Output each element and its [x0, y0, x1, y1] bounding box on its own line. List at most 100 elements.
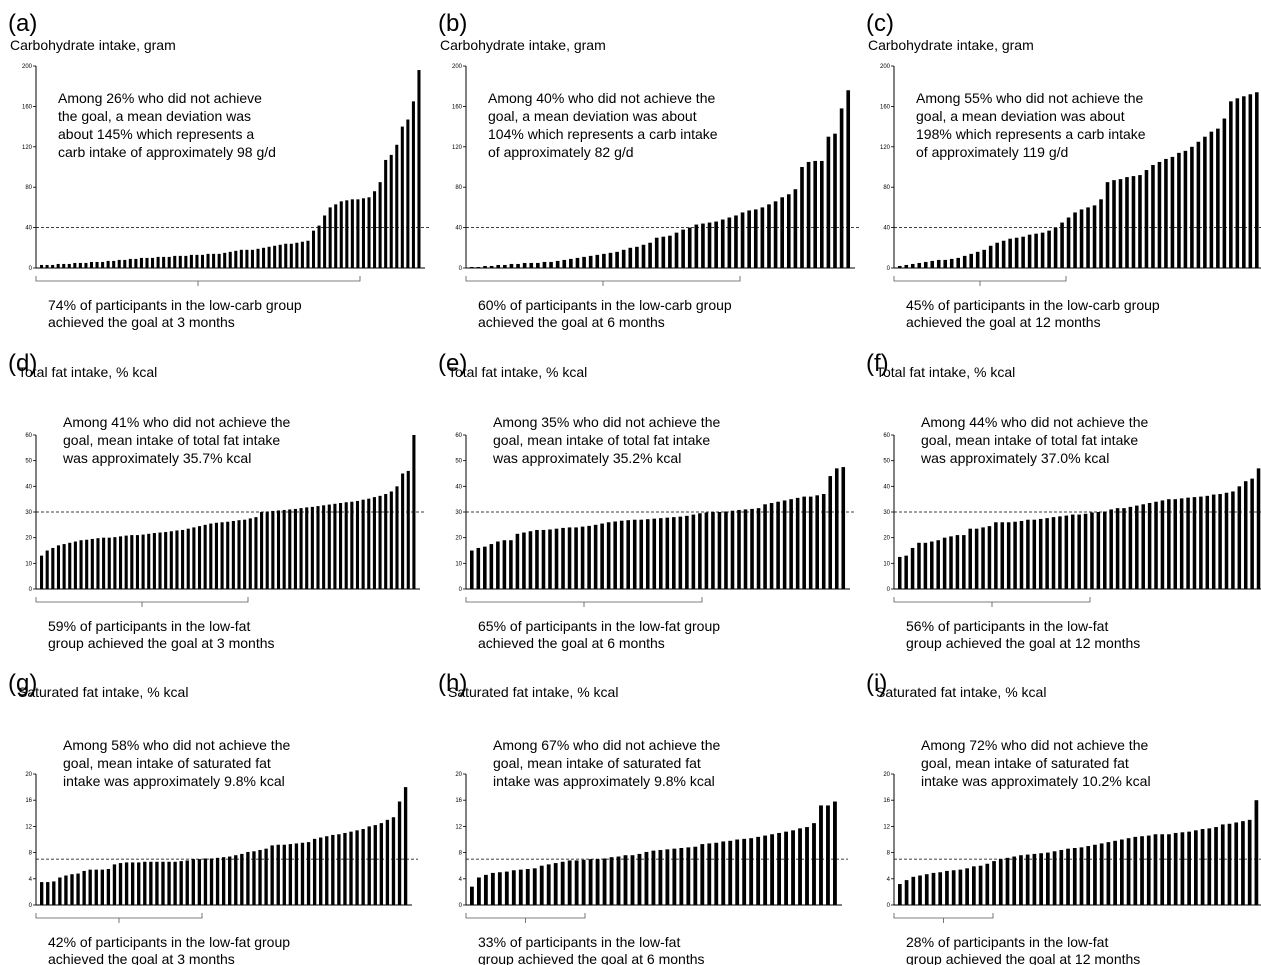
bar — [1190, 146, 1194, 268]
bar — [910, 263, 915, 268]
bar — [1192, 497, 1197, 589]
bar — [260, 512, 264, 589]
bar — [1229, 101, 1233, 268]
bar — [694, 224, 699, 268]
bar — [82, 870, 86, 905]
bar — [749, 838, 754, 905]
annotation-line: goal, a mean deviation was about — [916, 108, 1125, 124]
bar — [141, 534, 145, 589]
bar — [841, 467, 846, 589]
bar — [802, 496, 806, 589]
bar — [911, 876, 916, 905]
y-tick-label: 160 — [22, 104, 33, 110]
bar — [1180, 832, 1185, 905]
panel-letter: (a) — [8, 10, 37, 37]
panel-title: Total fat intake, % kcal — [18, 364, 157, 380]
bar — [509, 263, 514, 268]
y-tick-label: 8 — [29, 851, 33, 857]
bar — [812, 823, 816, 906]
annotation-line: carb intake of approximately 98 g/d — [58, 144, 276, 160]
bar — [310, 506, 314, 589]
bar — [384, 494, 388, 589]
bar — [582, 256, 586, 268]
bar — [58, 877, 62, 905]
y-tick-label: 60 — [883, 433, 890, 439]
bar — [282, 509, 286, 589]
bar — [742, 838, 747, 905]
bar — [215, 857, 220, 905]
y-tick-label: 80 — [25, 185, 32, 191]
bar — [417, 70, 421, 268]
bar — [1254, 800, 1259, 905]
footnote-line: 74% of participants in the low-carb grou… — [48, 297, 302, 313]
bar — [619, 520, 624, 589]
bar — [1224, 492, 1229, 589]
bar — [1013, 521, 1017, 589]
bar — [1256, 468, 1261, 589]
bar — [62, 544, 66, 589]
achiever-bracket — [35, 597, 249, 607]
bar — [161, 861, 165, 905]
bar — [654, 237, 659, 268]
bar — [1092, 205, 1097, 268]
bar — [528, 531, 533, 589]
bar — [763, 835, 768, 905]
bar — [483, 546, 487, 589]
bar — [1194, 830, 1198, 905]
bar — [1053, 227, 1058, 268]
bar — [938, 872, 943, 905]
bar — [1138, 175, 1142, 268]
bar — [904, 555, 908, 589]
bar — [234, 855, 238, 905]
bar — [780, 197, 784, 268]
bar — [186, 528, 190, 589]
annotation-line: Among 41% who did not achieve the — [63, 414, 290, 430]
bar — [665, 849, 670, 905]
bar — [686, 847, 691, 905]
bar — [1160, 500, 1165, 589]
bar — [659, 518, 663, 589]
bar — [561, 527, 565, 589]
bar — [1205, 495, 1210, 589]
bar — [361, 499, 365, 589]
bar — [106, 868, 111, 905]
bar — [73, 541, 77, 589]
bar — [917, 262, 922, 268]
panel-g: (g)Saturated fat intake, % kcal 0 4 8 12 16 20… — [8, 670, 418, 965]
bar — [294, 843, 299, 905]
bar — [1231, 491, 1235, 589]
bar — [312, 838, 317, 905]
bar — [1083, 513, 1088, 589]
bar — [1120, 839, 1124, 905]
y-tick-label: 0 — [29, 587, 33, 593]
bar — [693, 846, 698, 905]
bar — [288, 844, 293, 905]
bar — [162, 256, 166, 268]
bar — [924, 874, 929, 905]
bar — [270, 845, 274, 905]
bar — [735, 839, 740, 905]
bar — [489, 544, 494, 589]
footnote-line: 42% of participants in the low-fat group — [48, 934, 290, 950]
bar — [379, 823, 384, 906]
annotation-line: of approximately 82 g/d — [488, 144, 634, 160]
bar — [372, 497, 376, 589]
panel-letter: (d) — [8, 350, 37, 377]
bar — [1051, 517, 1056, 589]
bar — [195, 254, 199, 268]
annotation-line: of approximately 119 g/d — [916, 144, 1068, 160]
bar — [1034, 233, 1038, 268]
bar — [70, 874, 74, 905]
y-tick-label: 0 — [459, 587, 463, 593]
bar — [613, 521, 617, 589]
bar — [968, 528, 972, 589]
footnote-line: 33% of participants in the low-fat — [478, 934, 680, 950]
bar — [1144, 170, 1149, 268]
y-tick-label: 50 — [25, 459, 32, 465]
bar — [1000, 522, 1005, 589]
bar — [1211, 494, 1216, 589]
bar — [250, 249, 254, 268]
bar — [1154, 501, 1158, 589]
bar — [258, 849, 262, 905]
bar — [234, 250, 238, 268]
